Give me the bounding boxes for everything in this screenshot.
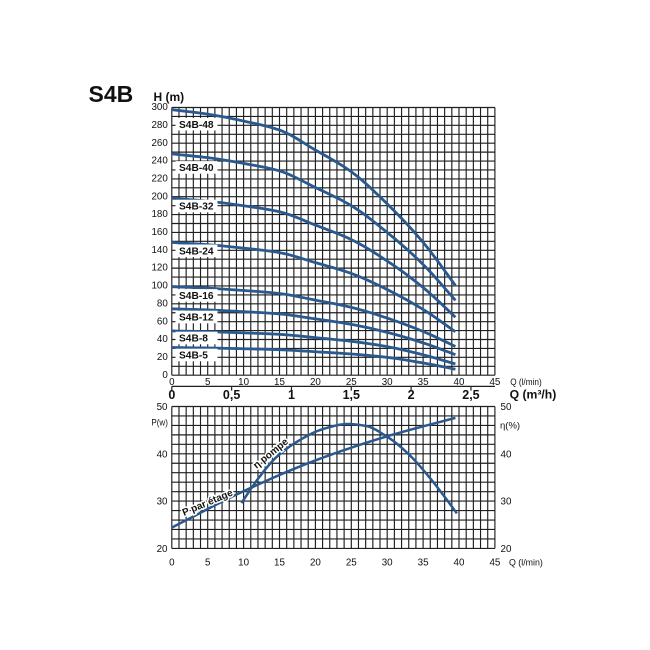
svg-text:35: 35 [418,377,429,388]
svg-text:60: 60 [157,316,168,327]
svg-text:220: 220 [151,173,168,184]
svg-text:Q (l/min): Q (l/min) [510,377,542,388]
svg-text:200: 200 [151,191,168,202]
svg-text:100: 100 [151,281,168,292]
svg-text:20: 20 [310,377,321,388]
svg-text:10: 10 [238,377,249,388]
svg-text:140: 140 [151,245,168,256]
svg-text:20: 20 [310,558,321,569]
svg-text:40: 40 [454,377,465,388]
svg-text:20: 20 [157,544,168,555]
svg-text:H (m): H (m) [154,90,185,104]
svg-text:0: 0 [169,558,175,569]
svg-text:40: 40 [501,449,512,460]
svg-text:40: 40 [157,449,168,460]
svg-text:40: 40 [157,334,168,345]
svg-text:Q (l/min): Q (l/min) [509,558,543,569]
svg-text:5: 5 [205,558,211,569]
svg-text:50: 50 [157,402,168,413]
svg-text:S4B-24: S4B-24 [179,247,214,258]
svg-text:280: 280 [151,120,168,131]
svg-text:0: 0 [168,388,175,402]
svg-text:15: 15 [274,558,285,569]
svg-text:260: 260 [151,138,168,149]
svg-text:180: 180 [151,209,168,220]
svg-text:0: 0 [162,370,168,381]
svg-text:S4B-8: S4B-8 [179,334,208,345]
svg-text:1,5: 1,5 [343,388,360,402]
svg-text:30: 30 [157,497,168,508]
svg-text:S4B-40: S4B-40 [179,163,214,174]
svg-text:300: 300 [151,102,168,113]
svg-text:0,5: 0,5 [223,388,240,402]
svg-text:80: 80 [157,298,168,309]
svg-text:S4B-12: S4B-12 [179,313,214,324]
svg-text:0: 0 [169,377,175,388]
svg-text:20: 20 [501,544,512,555]
svg-text:30: 30 [382,558,393,569]
svg-text:S4B-32: S4B-32 [179,202,214,213]
svg-text:P(w): P(w) [151,418,168,428]
svg-text:η(%): η(%) [500,421,520,432]
svg-text:15: 15 [274,377,285,388]
svg-text:S4B: S4B [89,81,134,107]
svg-text:20: 20 [157,352,168,363]
svg-text:240: 240 [151,156,168,167]
svg-text:45: 45 [489,558,500,569]
svg-text:40: 40 [454,558,465,569]
svg-text:2,5: 2,5 [462,388,479,402]
svg-text:30: 30 [382,377,393,388]
svg-text:120: 120 [151,263,168,274]
svg-text:25: 25 [346,377,357,388]
svg-text:25: 25 [346,558,357,569]
svg-text:1: 1 [288,388,295,402]
svg-text:S4B-48: S4B-48 [179,120,214,131]
svg-text:S4B-5: S4B-5 [179,351,208,362]
svg-text:35: 35 [418,558,429,569]
svg-text:10: 10 [238,558,249,569]
svg-text:45: 45 [489,377,500,388]
svg-text:5: 5 [205,377,211,388]
svg-text:50: 50 [501,402,512,413]
svg-text:30: 30 [501,497,512,508]
svg-text:2: 2 [408,388,415,402]
svg-text:S4B-16: S4B-16 [179,291,214,302]
svg-text:Q (m³/h): Q (m³/h) [510,388,557,402]
svg-text:160: 160 [151,227,168,238]
